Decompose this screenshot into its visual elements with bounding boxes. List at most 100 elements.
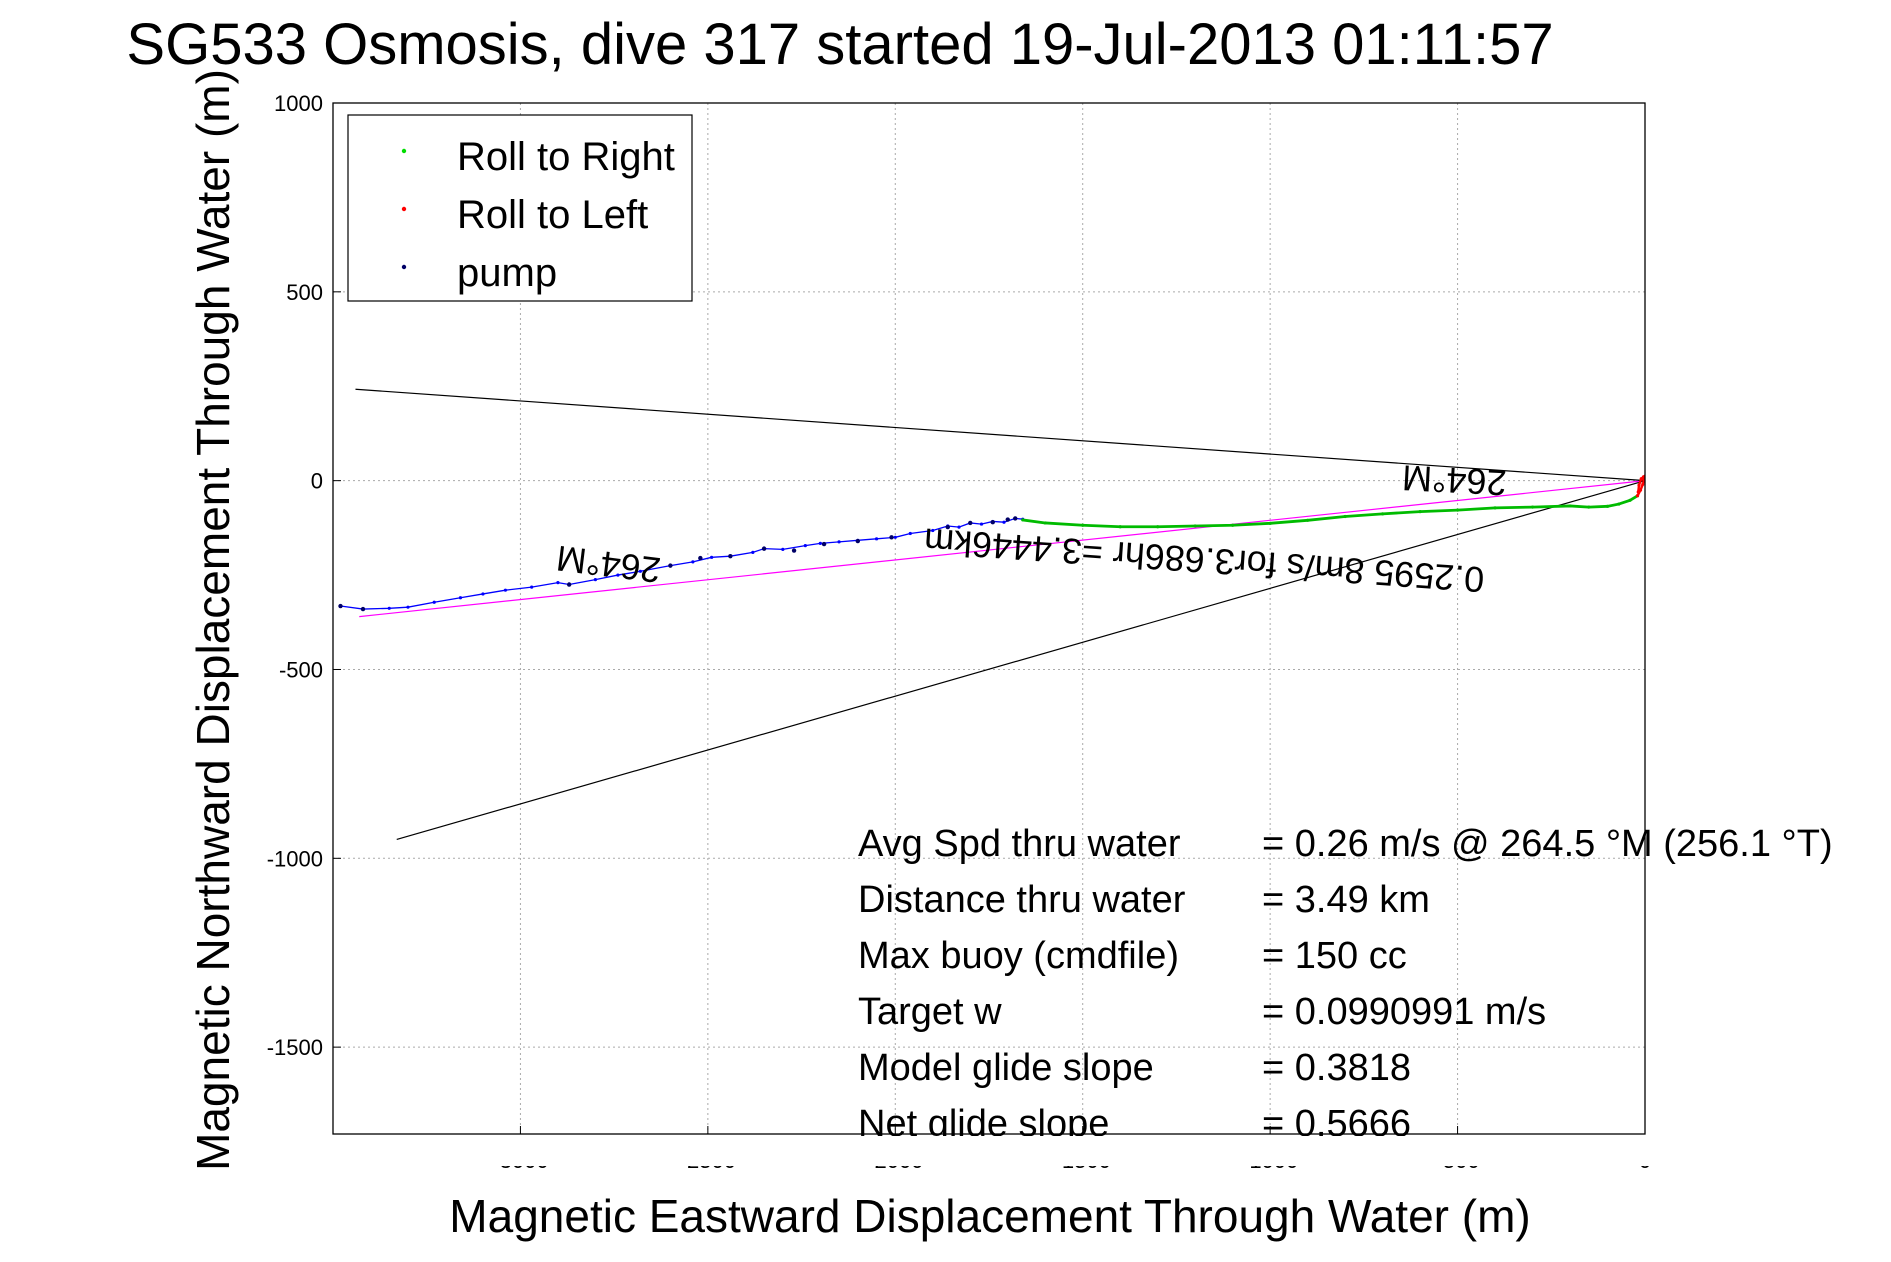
- chart-title: SG533 Osmosis, dive 317 started 19-Jul-2…: [126, 12, 1553, 77]
- data-point: [458, 596, 463, 600]
- data-point: [945, 524, 950, 530]
- data-point: [751, 550, 755, 555]
- data-point: [761, 546, 767, 551]
- y-axis-label: Magnetic Northward Displacement Through …: [187, 69, 239, 1171]
- data-point: [1639, 477, 1643, 481]
- data-point: [1306, 518, 1310, 522]
- data-point: [566, 582, 572, 587]
- data-point: [1002, 520, 1006, 524]
- data-point: [668, 563, 673, 568]
- series-group: [338, 474, 1646, 612]
- reference-line-0: [359, 480, 1646, 618]
- stat-label-target-w: Target w: [858, 991, 1002, 1033]
- data-point: [728, 553, 733, 559]
- data-point: [360, 606, 366, 612]
- data-point: [1013, 516, 1018, 521]
- data-point: [1231, 523, 1235, 527]
- data-point: [791, 548, 797, 553]
- data-point: [1641, 482, 1645, 487]
- data-point: [698, 555, 703, 561]
- below-axes-band: [333, 1136, 1833, 1166]
- data-point: [1617, 502, 1621, 506]
- heading-annotation-upper: 264°M: [1401, 457, 1507, 503]
- data-point: [908, 531, 912, 536]
- stat-value-distance: = 3.49 km: [1262, 879, 1430, 921]
- data-point: [818, 541, 822, 545]
- data-point: [1587, 505, 1591, 509]
- data-point: [837, 540, 841, 544]
- data-point: [593, 578, 598, 582]
- data-point: [931, 528, 935, 533]
- data-point: [338, 603, 343, 609]
- data-point: [1268, 521, 1272, 525]
- legend-marker-roll-right: [401, 148, 407, 154]
- data-point: [874, 537, 879, 541]
- data-point: [387, 606, 391, 610]
- reference-lines: [355, 388, 1646, 841]
- data-point: [1043, 521, 1047, 525]
- data-point: [616, 573, 620, 577]
- y-tick-label: -1000: [267, 846, 323, 871]
- legend-marker-roll-left: [401, 206, 407, 212]
- data-point: [990, 519, 995, 525]
- data-point: [638, 569, 642, 573]
- y-tick-label: -1500: [267, 1035, 323, 1060]
- data-point: [1381, 512, 1385, 516]
- data-point: [1605, 504, 1610, 508]
- data-point: [1021, 518, 1025, 522]
- data-point: [1641, 475, 1646, 479]
- data-point: [889, 535, 894, 540]
- data-point: [1418, 510, 1422, 514]
- y-tick-labels: 1000 500 0 -500 -1000 -1500: [267, 91, 341, 1060]
- stat-label-model-glide: Model glide slope: [858, 1047, 1154, 1089]
- data-point: [691, 560, 695, 564]
- legend: Roll to Right Roll to Left pump: [347, 114, 693, 302]
- stat-value-max-buoy: = 150 cc: [1262, 935, 1407, 977]
- data-point: [855, 538, 860, 544]
- data-point: [481, 592, 485, 596]
- stats-block: Avg Spd thru water = 0.26 m/s @ 264.5 °M…: [858, 823, 1833, 1145]
- legend-label-roll-right: Roll to Right: [457, 135, 675, 179]
- data-point: [1638, 488, 1643, 492]
- y-tick-label: 0: [311, 469, 323, 494]
- data-point: [1343, 514, 1347, 519]
- data-point: [1636, 490, 1640, 494]
- data-point: [1635, 494, 1640, 498]
- data-point: [1493, 506, 1497, 510]
- data-point: [503, 588, 508, 592]
- y-tick-label: 500: [286, 280, 323, 305]
- data-point: [781, 547, 785, 551]
- reference-line-2: [396, 480, 1646, 841]
- y-tick-label: 1000: [274, 91, 323, 116]
- data-point: [556, 581, 560, 585]
- data-point: [957, 525, 961, 529]
- data-point: [803, 544, 807, 548]
- data-point: [432, 600, 436, 604]
- stat-value-avg-speed: = 0.26 m/s @ 264.5 °M (256.1 °T): [1262, 823, 1833, 865]
- data-point: [1628, 498, 1632, 502]
- data-point: [1637, 483, 1641, 487]
- data-point: [1530, 505, 1535, 509]
- data-point: [1118, 525, 1122, 529]
- legend-label-pump: pump: [457, 251, 557, 295]
- data-point: [530, 585, 534, 589]
- data-point: [1005, 517, 1010, 522]
- data-point: [979, 522, 984, 526]
- legend-label-roll-left: Roll to Left: [457, 193, 648, 237]
- stat-label-distance: Distance thru water: [858, 879, 1186, 921]
- data-point: [1156, 525, 1160, 529]
- data-point: [710, 555, 714, 559]
- stat-label-max-buoy: Max buoy (cmdfile): [858, 935, 1179, 977]
- data-point: [406, 605, 410, 609]
- data-point: [1568, 504, 1572, 508]
- reference-line-1: [355, 388, 1646, 482]
- y-tick-label: -500: [279, 657, 323, 682]
- stat-value-target-w: = 0.0990991 m/s: [1262, 991, 1546, 1033]
- stat-value-model-glide: = 0.3818: [1262, 1047, 1411, 1089]
- stat-label-avg-speed: Avg Spd thru water: [858, 823, 1181, 865]
- data-point: [1081, 523, 1085, 527]
- legend-marker-pump: [401, 264, 407, 270]
- data-point: [1193, 524, 1197, 528]
- x-axis-label: Magnetic Eastward Displacement Through W…: [449, 1190, 1530, 1242]
